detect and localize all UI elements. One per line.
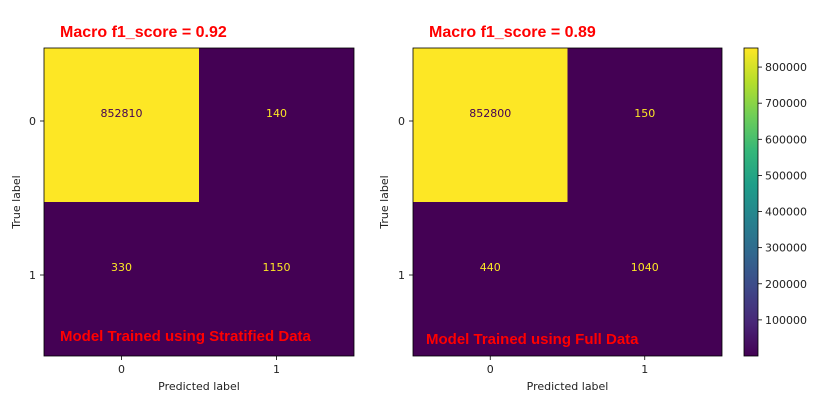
matrix-cell — [199, 48, 354, 202]
cell-value-label: 440 — [480, 261, 501, 274]
matrix-cell — [44, 202, 199, 356]
colorbar-tick-label: 300000 — [765, 242, 807, 255]
colorbar-tick-label: 500000 — [765, 169, 807, 182]
y-axis-label: True label — [10, 175, 23, 229]
cell-value-label: 1150 — [263, 261, 291, 274]
colorbar-tick-label: 700000 — [765, 97, 807, 110]
colorbar-tick-label: 200000 — [765, 278, 807, 291]
x-tick-label: 0 — [487, 363, 494, 376]
cell-value-label: 852810 — [101, 107, 143, 120]
plot-frame — [43, 47, 355, 357]
matrix-cell — [199, 202, 354, 356]
cell-value-label: 1040 — [631, 261, 659, 274]
matrix-cell — [44, 48, 199, 202]
y-tick-label: 1 — [398, 269, 405, 282]
x-tick-label: 1 — [641, 363, 648, 376]
plot-frame — [412, 47, 723, 357]
matrix-cell — [413, 202, 568, 356]
x-tick-label: 0 — [118, 363, 125, 376]
cell-value-label: 150 — [634, 107, 655, 120]
colorbar-tick-label: 400000 — [765, 206, 807, 219]
colorbar — [743, 47, 759, 357]
colorbar-tick-label: 100000 — [765, 314, 807, 327]
y-tick-label: 0 — [398, 115, 405, 128]
y-tick-label: 1 — [29, 269, 36, 282]
cell-value-label: 852800 — [469, 107, 511, 120]
x-axis-label: Predicted label — [158, 380, 240, 393]
colorbar-tick-label: 800000 — [765, 61, 807, 74]
colorbar-tick-label: 600000 — [765, 133, 807, 146]
matrix-cell — [567, 48, 722, 202]
x-tick-label: 1 — [273, 363, 280, 376]
y-tick-label: 0 — [29, 115, 36, 128]
model-annotation: Model Trained using Full Data — [426, 331, 639, 348]
y-axis-label: True label — [378, 175, 391, 229]
x-axis-label: Predicted label — [527, 380, 609, 393]
matrix-cell — [413, 48, 568, 202]
cell-value-label: 330 — [111, 261, 132, 274]
cell-value-label: 140 — [266, 107, 287, 120]
chart-title: Macro f1_score = 0.89 — [429, 24, 596, 41]
model-annotation: Model Trained using Stratified Data — [60, 328, 312, 345]
matrix-cell — [567, 202, 722, 356]
chart-title: Macro f1_score = 0.92 — [60, 24, 227, 41]
